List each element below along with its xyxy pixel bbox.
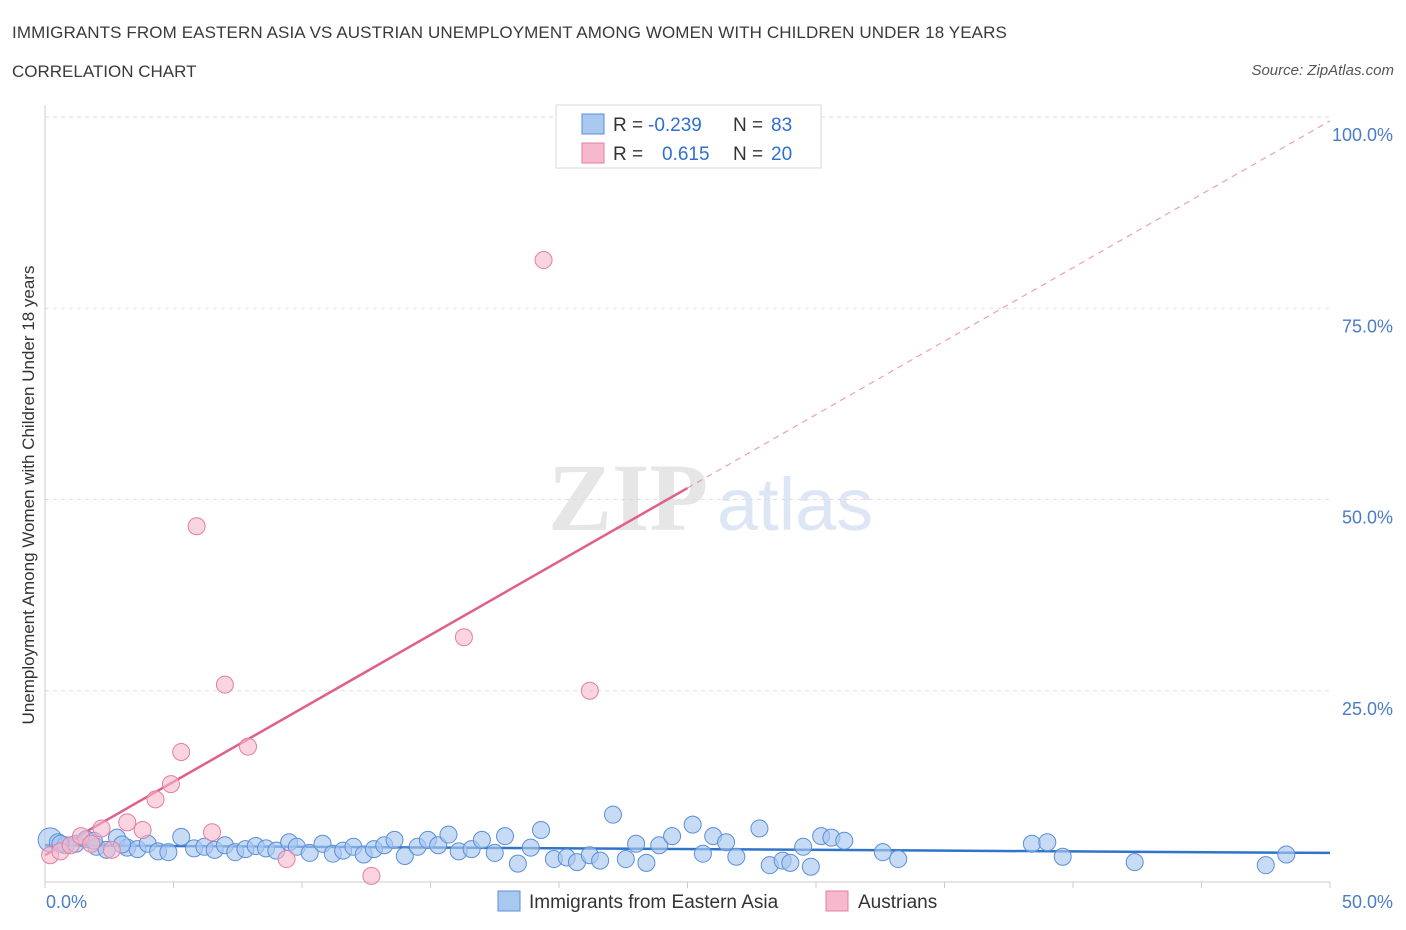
- point-eastern-asia-38: [439, 825, 458, 844]
- bottom-legend-label-1: Immigrants from Eastern Asia: [529, 892, 779, 913]
- point-eastern-asia-68: [801, 857, 820, 876]
- point-eastern-asia-74: [1022, 834, 1041, 853]
- point-austrians-4: [82, 834, 101, 853]
- bottom-legend-swatch-pink: [825, 890, 849, 912]
- bottom-legend-swatch-blue: [497, 890, 521, 912]
- point-austrians-11: [172, 742, 191, 761]
- point-eastern-asia-77: [1125, 853, 1144, 872]
- legend-n-value-1: 83: [771, 115, 792, 136]
- point-eastern-asia-76: [1053, 847, 1072, 866]
- point-eastern-asia-58: [683, 815, 702, 834]
- watermark-atlas: atlas: [717, 463, 873, 546]
- legend-r-label-1: R =: [613, 115, 643, 136]
- point-eastern-asia-45: [521, 838, 540, 857]
- point-austrians-13: [203, 823, 222, 842]
- source-note: Source: ZipAtlas.com: [1251, 62, 1394, 79]
- trend-lines: [44, 120, 1331, 857]
- legend-n-value-2: 20: [771, 144, 792, 165]
- point-austrians-19: [534, 251, 553, 270]
- point-eastern-asia-41: [472, 830, 491, 849]
- point-austrians-15: [239, 737, 258, 756]
- point-austrians-20: [580, 681, 599, 700]
- point-eastern-asia-73: [889, 850, 908, 869]
- point-eastern-asia-72: [873, 843, 892, 862]
- point-eastern-asia-34: [395, 846, 414, 865]
- point-eastern-asia-67: [794, 837, 813, 856]
- top-legend: R = -0.239 N = 83 R = 0.615 N = 20: [555, 104, 822, 169]
- point-eastern-asia-46: [532, 820, 551, 839]
- point-eastern-asia-53: [616, 850, 635, 869]
- point-austrians-14: [215, 675, 234, 694]
- point-austrians-7: [118, 813, 137, 832]
- point-eastern-asia-55: [637, 853, 656, 872]
- legend-swatch-pink: [581, 142, 605, 164]
- point-eastern-asia-33: [385, 830, 404, 849]
- point-eastern-asia-13: [172, 827, 191, 846]
- point-eastern-asia-42: [485, 843, 504, 862]
- tick-labels: 25.0% 50.0% 75.0% 100.0% 0.0% 50.0%: [46, 125, 1393, 912]
- data-points: [37, 251, 1296, 885]
- point-eastern-asia-43: [496, 827, 515, 846]
- grid-lines: [45, 116, 1330, 692]
- bottom-legend: Immigrants from Eastern Asia Austrians: [497, 890, 937, 913]
- point-austrians-5: [92, 819, 111, 838]
- point-eastern-asia-44: [508, 854, 527, 873]
- point-eastern-asia-79: [1277, 845, 1296, 864]
- point-eastern-asia-78: [1256, 856, 1275, 875]
- point-austrians-17: [362, 866, 381, 885]
- point-eastern-asia-66: [781, 853, 800, 872]
- point-eastern-asia-59: [693, 844, 712, 863]
- point-eastern-asia-57: [663, 827, 682, 846]
- point-eastern-asia-75: [1038, 833, 1057, 852]
- bottom-legend-label-2: Austrians: [858, 892, 937, 913]
- legend-swatch-blue: [581, 113, 605, 135]
- legend-n-label-1: N =: [733, 115, 763, 136]
- y-axis-label: Unemployment Among Women with Children U…: [19, 266, 38, 725]
- point-eastern-asia-71: [835, 831, 854, 850]
- point-eastern-asia-63: [750, 819, 769, 838]
- point-austrians-16: [277, 850, 296, 869]
- point-austrians-6: [102, 840, 121, 859]
- point-eastern-asia-56: [650, 836, 669, 855]
- point-eastern-asia-12: [159, 843, 178, 862]
- trend-line-austrians: [44, 486, 689, 857]
- y-tick-label-75: 75.0%: [1342, 316, 1393, 336]
- point-eastern-asia-61: [717, 833, 736, 852]
- point-austrians-12: [187, 517, 206, 536]
- legend-r-value-1: -0.239: [648, 115, 702, 136]
- point-eastern-asia-52: [603, 805, 622, 824]
- watermark-zip: ZIP: [548, 444, 708, 551]
- point-austrians-8: [133, 820, 152, 839]
- legend-n-label-2: N =: [733, 144, 763, 165]
- point-eastern-asia-25: [300, 843, 319, 862]
- axes: [44, 105, 1331, 888]
- trend-line-austrians-extension: [687, 120, 1331, 489]
- y-tick-label-25: 25.0%: [1342, 699, 1393, 719]
- x-tick-label-max: 50.0%: [1342, 892, 1393, 912]
- legend-r-value-2: 0.615: [662, 144, 710, 165]
- y-tick-label-100: 100.0%: [1332, 125, 1393, 145]
- chart-subtitle: CORRELATION CHART: [12, 62, 197, 81]
- point-austrians-10: [161, 775, 180, 794]
- point-eastern-asia-54: [627, 834, 646, 853]
- point-austrians-18: [454, 628, 473, 647]
- point-eastern-asia-62: [727, 847, 746, 866]
- x-tick-label-min: 0.0%: [46, 892, 87, 912]
- point-eastern-asia-51: [591, 851, 610, 870]
- y-tick-label-50: 50.0%: [1342, 508, 1393, 528]
- legend-r-label-2: R =: [613, 144, 643, 165]
- chart-title: IMMIGRANTS FROM EASTERN ASIA VS AUSTRIAN…: [12, 23, 1007, 42]
- point-austrians-9: [146, 790, 165, 809]
